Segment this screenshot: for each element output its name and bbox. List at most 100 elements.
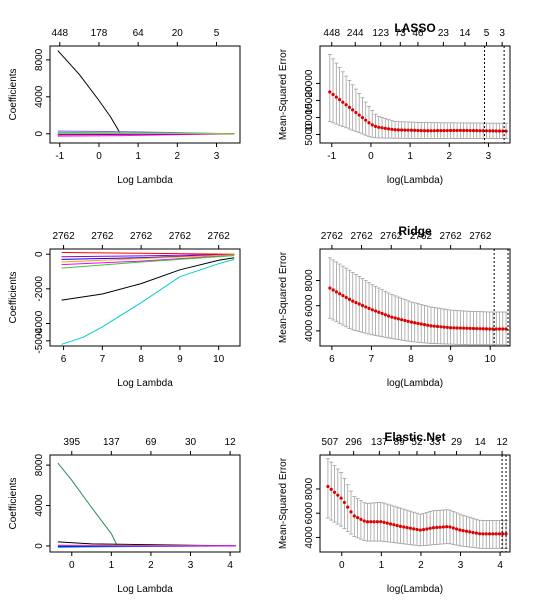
x-axis-label: log(Lambda) xyxy=(387,175,443,186)
y-axis-label: Coefficients xyxy=(8,271,19,323)
cv-point xyxy=(407,320,410,323)
cv-point xyxy=(475,327,478,330)
top-count-label: 395 xyxy=(63,437,80,448)
cv-point xyxy=(426,129,429,132)
cv-point xyxy=(498,327,501,330)
cv-point xyxy=(354,111,357,114)
cv-point xyxy=(389,522,392,525)
cv-point xyxy=(332,288,335,291)
cv-point xyxy=(413,321,416,324)
cv-point xyxy=(485,129,488,132)
cv-point xyxy=(387,127,390,130)
cv-point xyxy=(343,501,346,504)
x-tick-label: 4 xyxy=(497,560,503,571)
top-count-label: 448 xyxy=(323,28,340,39)
top-count-label: 2762 xyxy=(440,231,463,242)
x-axis-label: Log Lambda xyxy=(117,175,173,186)
cv-point xyxy=(422,528,425,531)
x-axis-label: log(Lambda) xyxy=(387,584,443,595)
cv-point xyxy=(409,527,412,530)
x-tick-label: 8 xyxy=(138,354,144,365)
cv-point xyxy=(475,531,478,534)
y-tick-label: 4000 xyxy=(304,526,315,549)
cv-point xyxy=(504,129,507,132)
cv-point xyxy=(412,527,415,530)
cv-point xyxy=(462,327,465,330)
x-tick-label: 2 xyxy=(446,151,452,162)
cv-point xyxy=(429,527,432,530)
cv-point xyxy=(420,322,423,325)
x-axis-label: log(Lambda) xyxy=(387,378,443,389)
top-count-label: 2762 xyxy=(350,231,373,242)
cv-point xyxy=(469,129,472,132)
cv-point xyxy=(472,327,475,330)
cv-point xyxy=(498,129,501,132)
top-count-label: 2762 xyxy=(469,231,492,242)
cv-point xyxy=(371,123,374,126)
cv-point xyxy=(377,126,380,129)
y-tick-label: 8000 xyxy=(304,269,315,292)
cv-point xyxy=(326,485,329,488)
top-count-label: 2762 xyxy=(321,231,344,242)
top-count-label: 448 xyxy=(51,28,68,39)
cv-point xyxy=(446,326,449,329)
cv-point xyxy=(351,300,354,303)
cv-point xyxy=(361,116,364,119)
cv-point xyxy=(459,129,462,132)
cv-point xyxy=(433,129,436,132)
y-axis-label: Mean-Squared Error xyxy=(278,48,289,140)
cv-point xyxy=(335,290,338,293)
x-tick-label: 1 xyxy=(135,151,141,162)
top-count-label: 89 xyxy=(394,437,406,448)
y-tick-label: 20000 xyxy=(304,69,315,97)
top-count-label: 178 xyxy=(91,28,108,39)
cv-point xyxy=(338,292,341,295)
cv-point xyxy=(495,129,498,132)
cv-point xyxy=(410,321,413,324)
cv-point xyxy=(390,128,393,131)
x-tick-label: 1 xyxy=(407,151,413,162)
cv-point xyxy=(407,129,410,132)
cv-point xyxy=(380,126,383,129)
cv-point xyxy=(333,491,336,494)
cv-point xyxy=(341,101,344,104)
cv-point xyxy=(455,527,458,530)
cv-point xyxy=(336,494,339,497)
cv-point xyxy=(426,324,429,327)
top-count-label: 52 xyxy=(411,437,423,448)
cv-point xyxy=(405,526,408,529)
y-tick-label: 4000 xyxy=(34,494,45,517)
cv-point xyxy=(358,302,361,305)
cv-point xyxy=(400,318,403,321)
cv-point xyxy=(394,316,397,319)
cv-point xyxy=(348,106,351,109)
cv-point xyxy=(432,526,435,529)
top-count-label: 73 xyxy=(395,28,407,39)
x-tick-label: 1 xyxy=(379,560,385,571)
cv-point xyxy=(435,526,438,529)
cv-point xyxy=(403,128,406,131)
cv-point xyxy=(397,128,400,131)
cv-point xyxy=(348,298,351,301)
cv-point xyxy=(400,128,403,131)
x-tick-label: -1 xyxy=(55,151,64,162)
cv-point xyxy=(423,323,426,326)
cv-point xyxy=(442,326,445,329)
x-tick-label: 10 xyxy=(213,354,225,365)
cv-point xyxy=(504,327,507,330)
top-count-label: 2762 xyxy=(91,231,114,242)
cv-point xyxy=(436,129,439,132)
cv-point xyxy=(439,129,442,132)
cv-point xyxy=(384,127,387,130)
top-count-label: 244 xyxy=(347,28,364,39)
top-count-label: 64 xyxy=(133,28,145,39)
cv-point xyxy=(462,129,465,132)
cv-point xyxy=(356,516,359,519)
cv-point xyxy=(328,286,331,289)
cv-point xyxy=(459,326,462,329)
cv-point xyxy=(475,129,478,132)
cv-point xyxy=(364,305,367,308)
cv-point xyxy=(358,113,361,116)
top-count-label: 14 xyxy=(459,28,471,39)
x-tick-label: 0 xyxy=(339,560,345,571)
